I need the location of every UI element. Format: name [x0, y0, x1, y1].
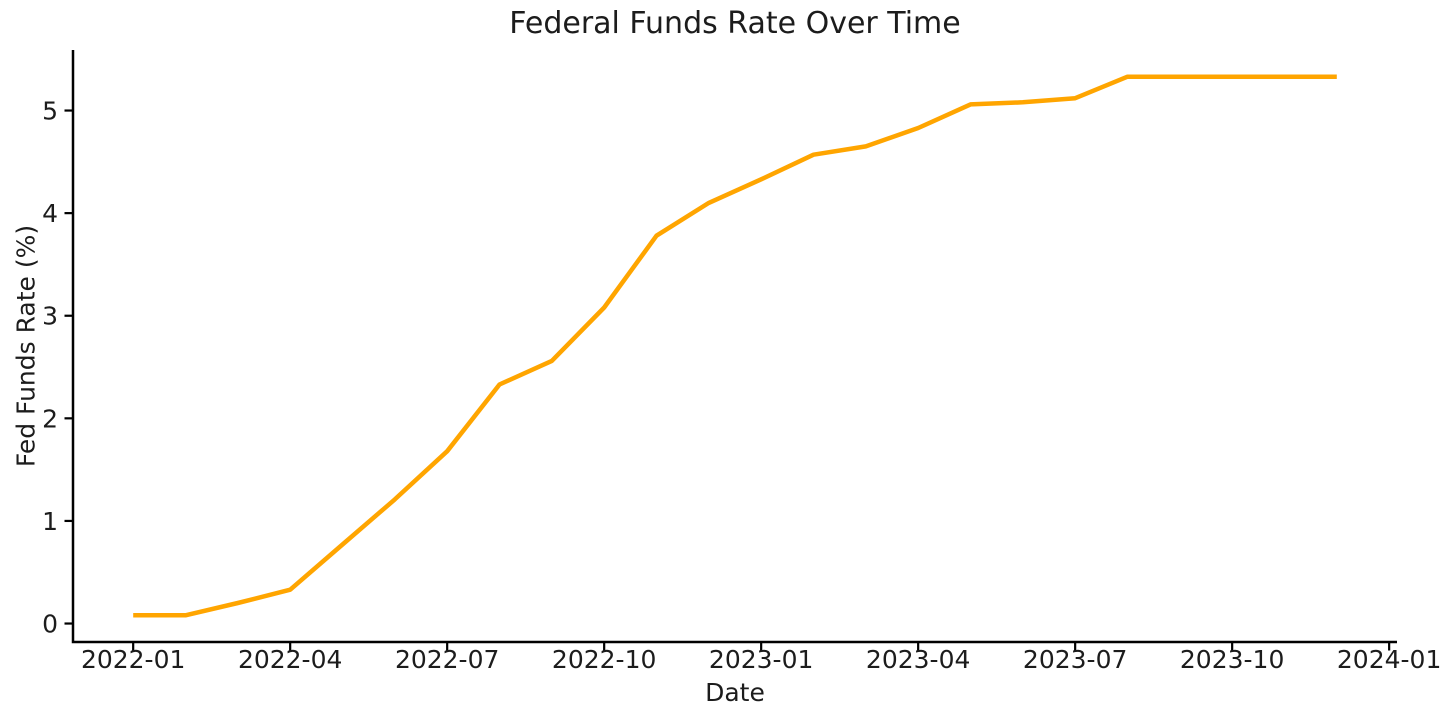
x-tick-label: 2023-10 [1180, 645, 1284, 674]
y-axis-label: Fed Funds Rate (%) [11, 224, 41, 468]
x-tick-label: 2023-07 [1023, 645, 1127, 674]
x-tick-label: 2023-04 [866, 645, 970, 674]
y-tick-label: 4 [42, 199, 58, 228]
y-tick-label: 2 [42, 404, 58, 433]
x-tick-label: 2022-01 [81, 645, 185, 674]
x-tick-label: 2023-01 [709, 645, 813, 674]
x-tick-label: 2022-07 [395, 645, 499, 674]
x-tick-label: 2022-10 [552, 645, 656, 674]
y-tick-label: 3 [42, 302, 58, 331]
fed-funds-rate-line [133, 74, 1337, 618]
y-tick-label: 1 [42, 507, 58, 536]
x-tick-label: 2022-04 [238, 645, 342, 674]
axes-spines [71, 50, 1397, 644]
x-tick-label: 2024-01 [1337, 645, 1441, 674]
x-axis-label: Date [705, 678, 765, 707]
chart-title: Federal Funds Rate Over Time [509, 6, 961, 41]
y-tick-label: 5 [42, 97, 58, 126]
y-tick-label: 0 [42, 610, 58, 639]
